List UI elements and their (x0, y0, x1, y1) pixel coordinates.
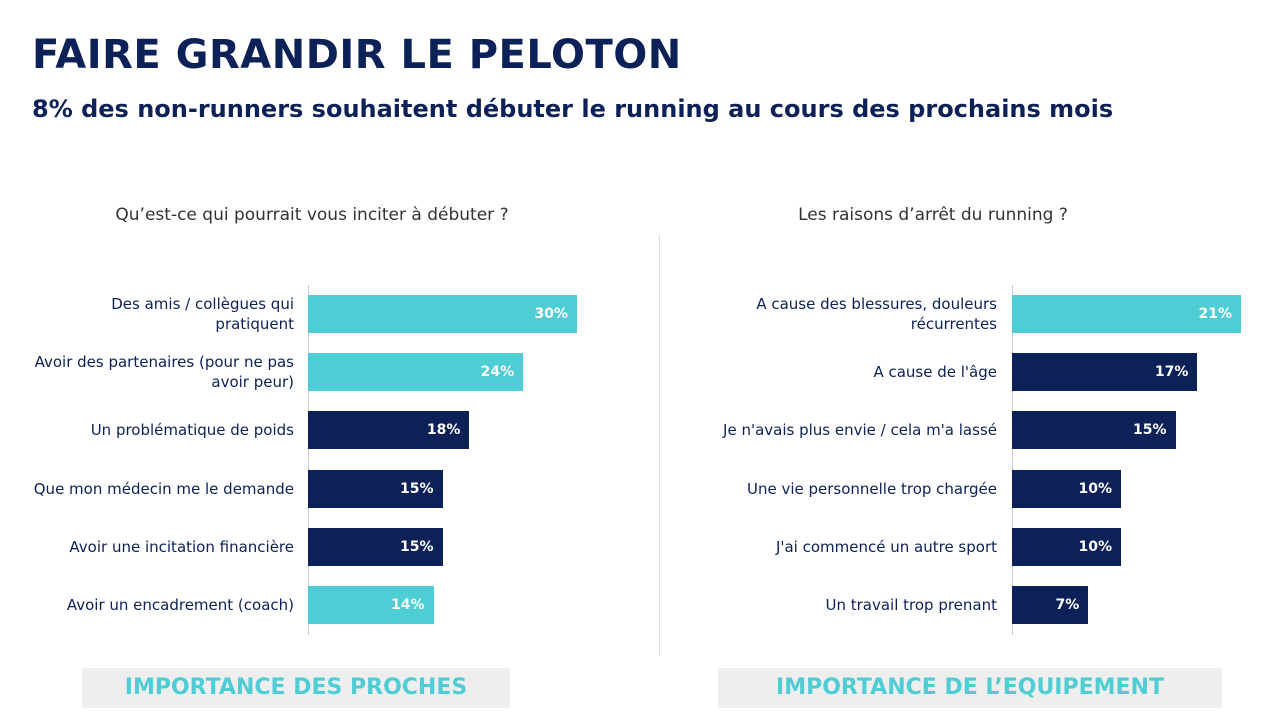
value-label: 30% (534, 306, 568, 322)
value-label: 18% (426, 422, 461, 439)
chart-title: Les raisons d’arrêt du running ? (798, 205, 1068, 225)
bar (1012, 353, 1198, 392)
category-label: Avoir des partenaires (pour ne pas avoir… (34, 353, 294, 392)
bar (1012, 411, 1176, 450)
divider (659, 235, 660, 655)
bar (1012, 469, 1122, 508)
axis-line (1012, 285, 1013, 635)
category-label: Avoir un encadrement (coach) (66, 596, 294, 614)
bar (1012, 527, 1122, 566)
bar (1012, 295, 1241, 333)
bar (1012, 586, 1089, 624)
value-label: 14% (391, 597, 425, 613)
bar (308, 295, 577, 333)
chart-title: Qu’est-ce qui pourrait vous inciter à dé… (115, 205, 509, 225)
value-label: 10% (1078, 538, 1113, 555)
bar (308, 411, 470, 450)
value-label: 17% (1154, 364, 1189, 381)
bar (308, 586, 434, 624)
bar (308, 469, 443, 508)
category-label: Une vie personnelle trop chargée (746, 479, 997, 498)
bar (308, 527, 443, 566)
footer-banner: IMPORTANCE DES PROCHES (82, 668, 510, 708)
category-label: J'ai commencé un autre sport (775, 537, 997, 556)
bar (308, 353, 524, 392)
value-label: 10% (1078, 480, 1113, 497)
category-label: Je n'avais plus envie / cela m'a lassé (723, 421, 997, 440)
title: FAIRE GRANDIR LE PELOTON (32, 32, 682, 78)
category-label: Des amis / collègues qui pratiquent (111, 295, 294, 333)
value-label: 15% (1133, 422, 1167, 439)
value-label: 15% (399, 538, 434, 555)
value-label: 21% (1198, 306, 1232, 322)
category-label: Un travail trop prenant (825, 596, 997, 614)
category-label: Un problématique de poids (90, 421, 294, 440)
category-label: A cause de l'âge (873, 363, 997, 382)
category-label: A cause des blessures, douleurs récurren… (756, 295, 997, 333)
subtitle: 8% des non-runners souhaitent débuter le… (32, 95, 1114, 123)
category-label: Avoir une incitation financière (69, 537, 294, 556)
axis-line (308, 285, 309, 635)
value-label: 15% (399, 480, 434, 497)
category-label: Que mon médecin me le demande (33, 479, 294, 498)
footer-banner: IMPORTANCE DE L’EQUIPEMENT (718, 668, 1222, 708)
value-label: 24% (480, 364, 515, 381)
value-label: 7% (1055, 597, 1080, 613)
